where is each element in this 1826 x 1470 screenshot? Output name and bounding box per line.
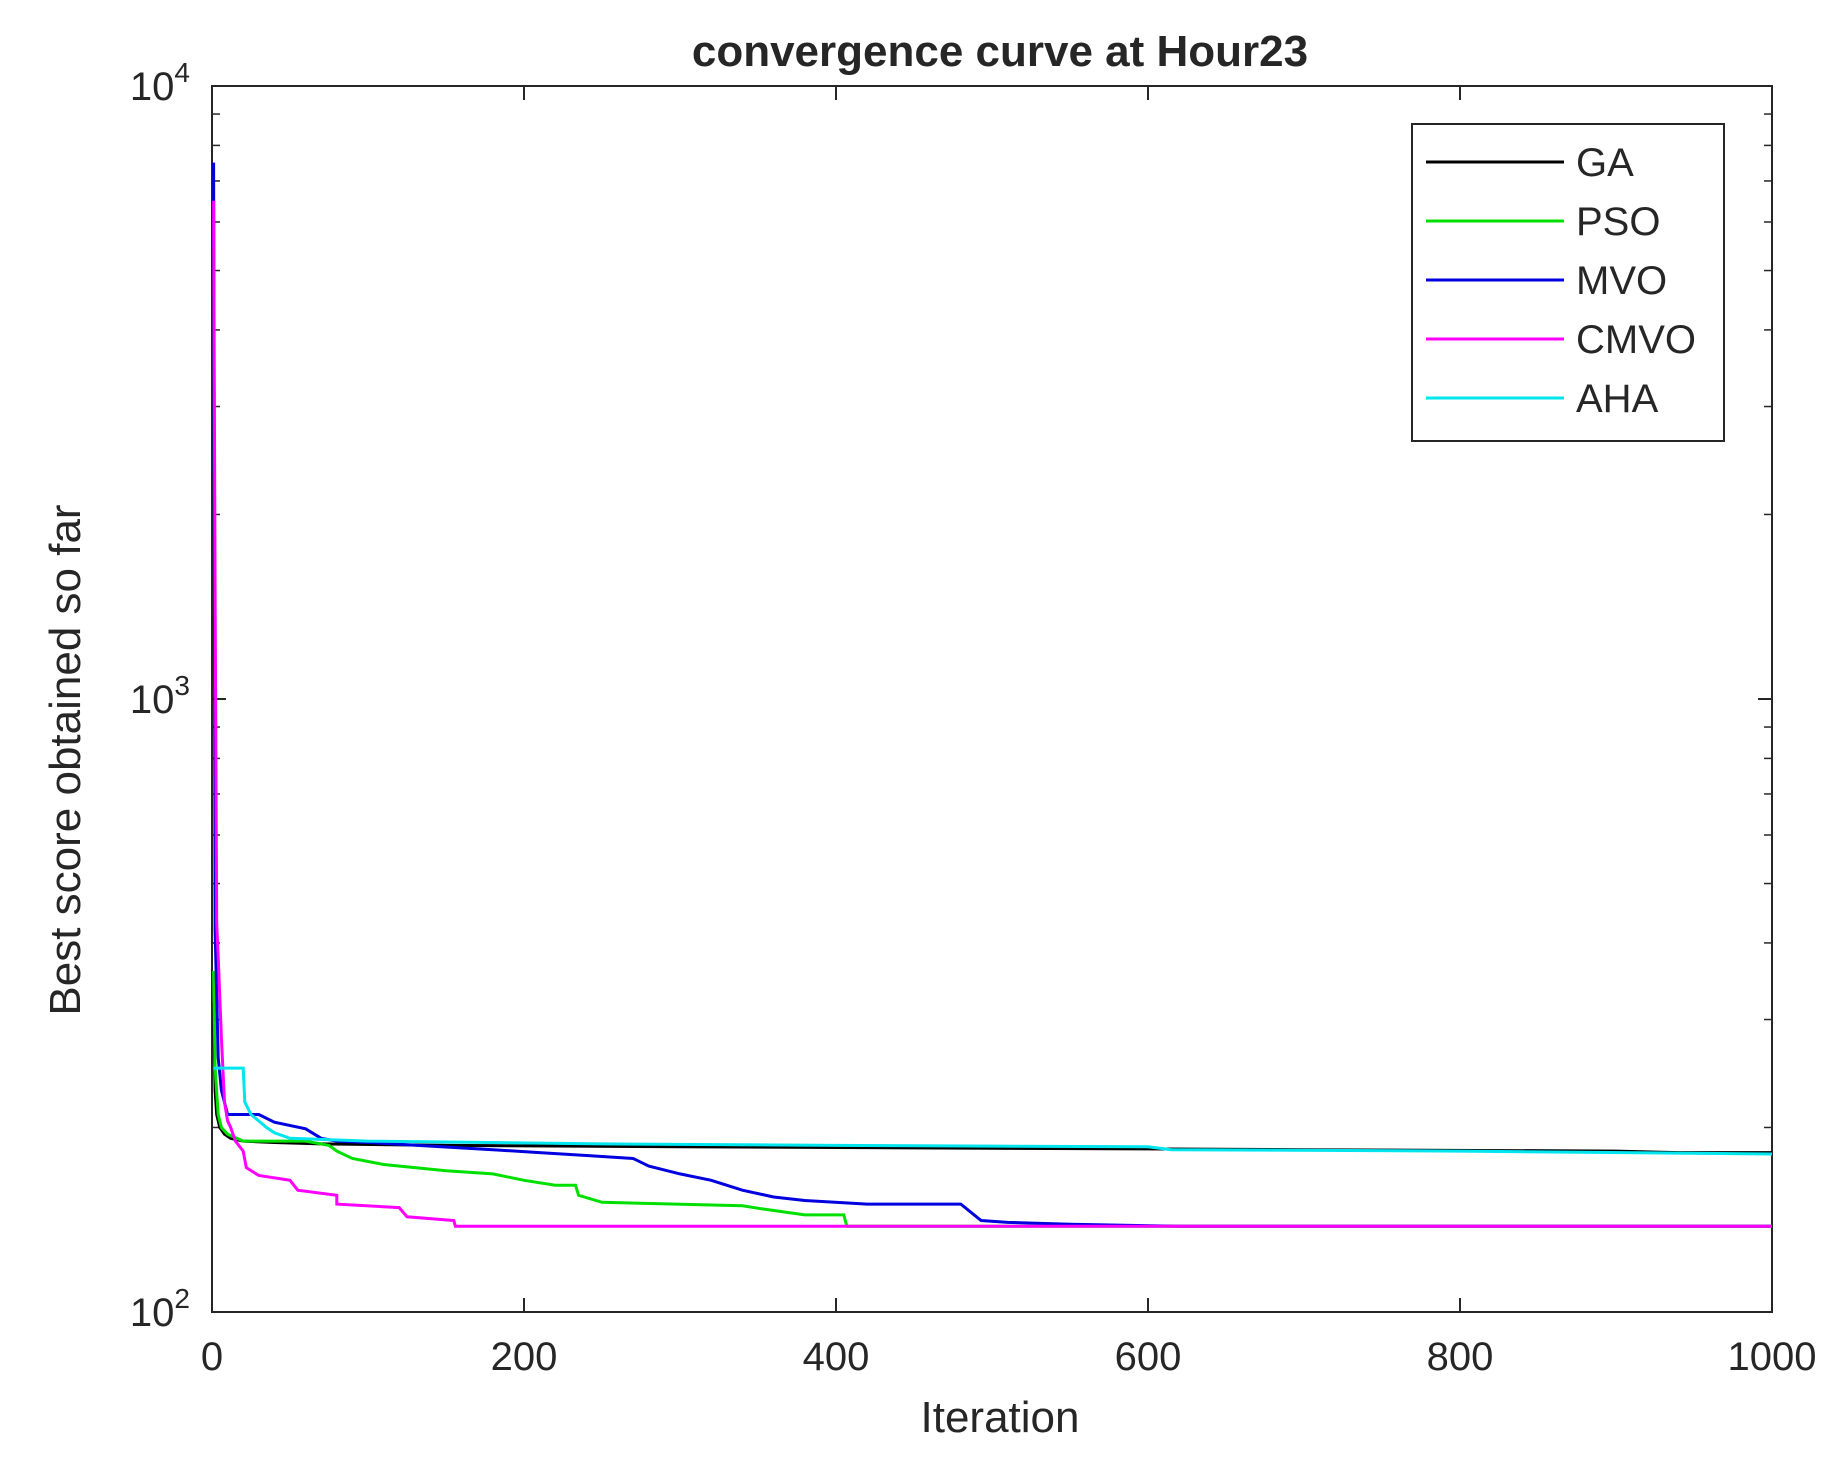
- y-tick-label: 103: [130, 670, 190, 722]
- x-axis-label: Iteration: [921, 1393, 1080, 1442]
- x-tick-label: 0: [201, 1335, 223, 1379]
- x-tick-label: 800: [1427, 1335, 1494, 1379]
- legend: GA PSO MVO CMVO AHA: [1411, 123, 1725, 442]
- x-tick-label: 1000: [1728, 1335, 1817, 1379]
- legend-label-ga: GA: [1576, 141, 1634, 185]
- x-tick-label: 600: [1115, 1335, 1182, 1379]
- legend-label-cmvo: CMVO: [1576, 318, 1696, 362]
- y-axis-label: Best score obtained so far: [41, 504, 90, 1015]
- axes-frame: [211, 85, 1773, 1313]
- legend-box: [1411, 123, 1725, 442]
- y-tick-label: 104: [130, 57, 190, 109]
- series-line-mvo: [212, 162, 1772, 1228]
- legend-label-aha: AHA: [1576, 377, 1659, 421]
- series-line-aha: [213, 1066, 1773, 1156]
- legend-label-mvo: MVO: [1576, 259, 1667, 303]
- series-lines: [212, 162, 1773, 1228]
- x-tick-label: 400: [803, 1335, 870, 1379]
- series-line-cmvo: [212, 200, 1772, 1228]
- series-line-pso: [212, 970, 1772, 1228]
- chart-title: convergence curve at Hour23: [692, 27, 1308, 76]
- y-tick-label: 102: [130, 1283, 190, 1335]
- x-tick-label: 200: [491, 1335, 558, 1379]
- legend-label-pso: PSO: [1576, 200, 1660, 244]
